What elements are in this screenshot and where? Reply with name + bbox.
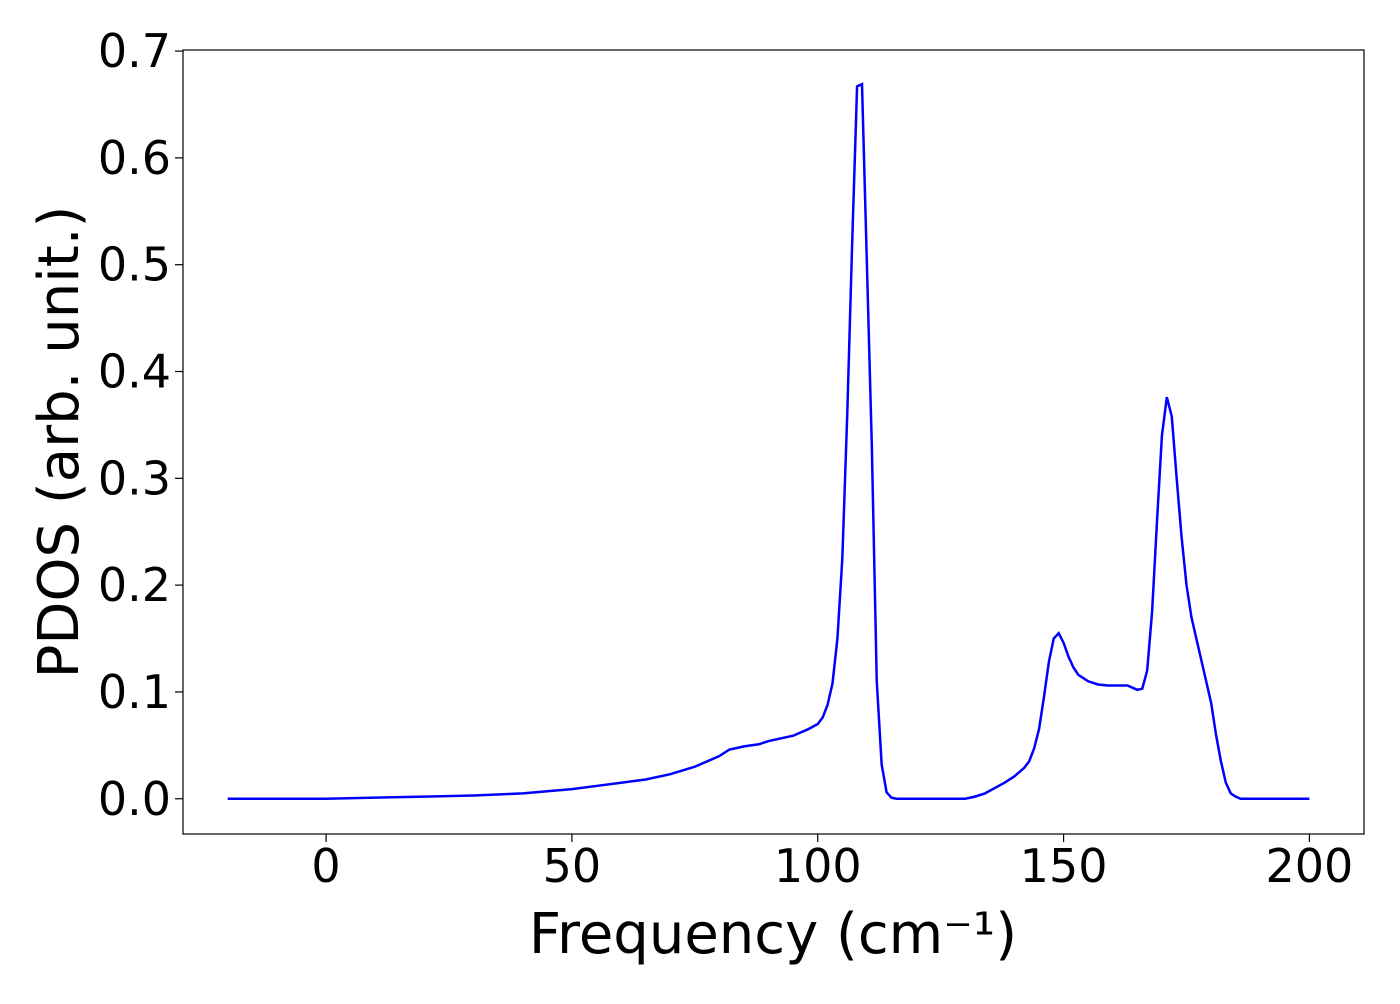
y-tick-label: 0.3 bbox=[98, 451, 171, 505]
y-tick-label: 0.6 bbox=[98, 131, 171, 185]
y-tick-label: 0.2 bbox=[98, 558, 171, 612]
plot-frame bbox=[182, 49, 1365, 835]
x-tick-label: 0 bbox=[311, 839, 340, 893]
x-tick-label: 100 bbox=[774, 839, 862, 893]
x-tick-label: 150 bbox=[1020, 839, 1108, 893]
x-tick-label: 200 bbox=[1266, 839, 1354, 893]
y-tick-label: 0.5 bbox=[98, 238, 171, 292]
x-axis-label: Frequency (cm⁻¹) bbox=[529, 902, 1017, 967]
y-tick-label: 0.0 bbox=[98, 772, 171, 826]
data-line bbox=[227, 82, 1310, 800]
y-tick-label: 0.1 bbox=[98, 665, 171, 719]
y-tick-label: 0.4 bbox=[98, 345, 171, 399]
y-tick-label: 0.7 bbox=[98, 24, 171, 78]
x-tick-label: 50 bbox=[543, 839, 602, 893]
y-axis-label: PDOS (arb. unit.) bbox=[27, 206, 92, 679]
